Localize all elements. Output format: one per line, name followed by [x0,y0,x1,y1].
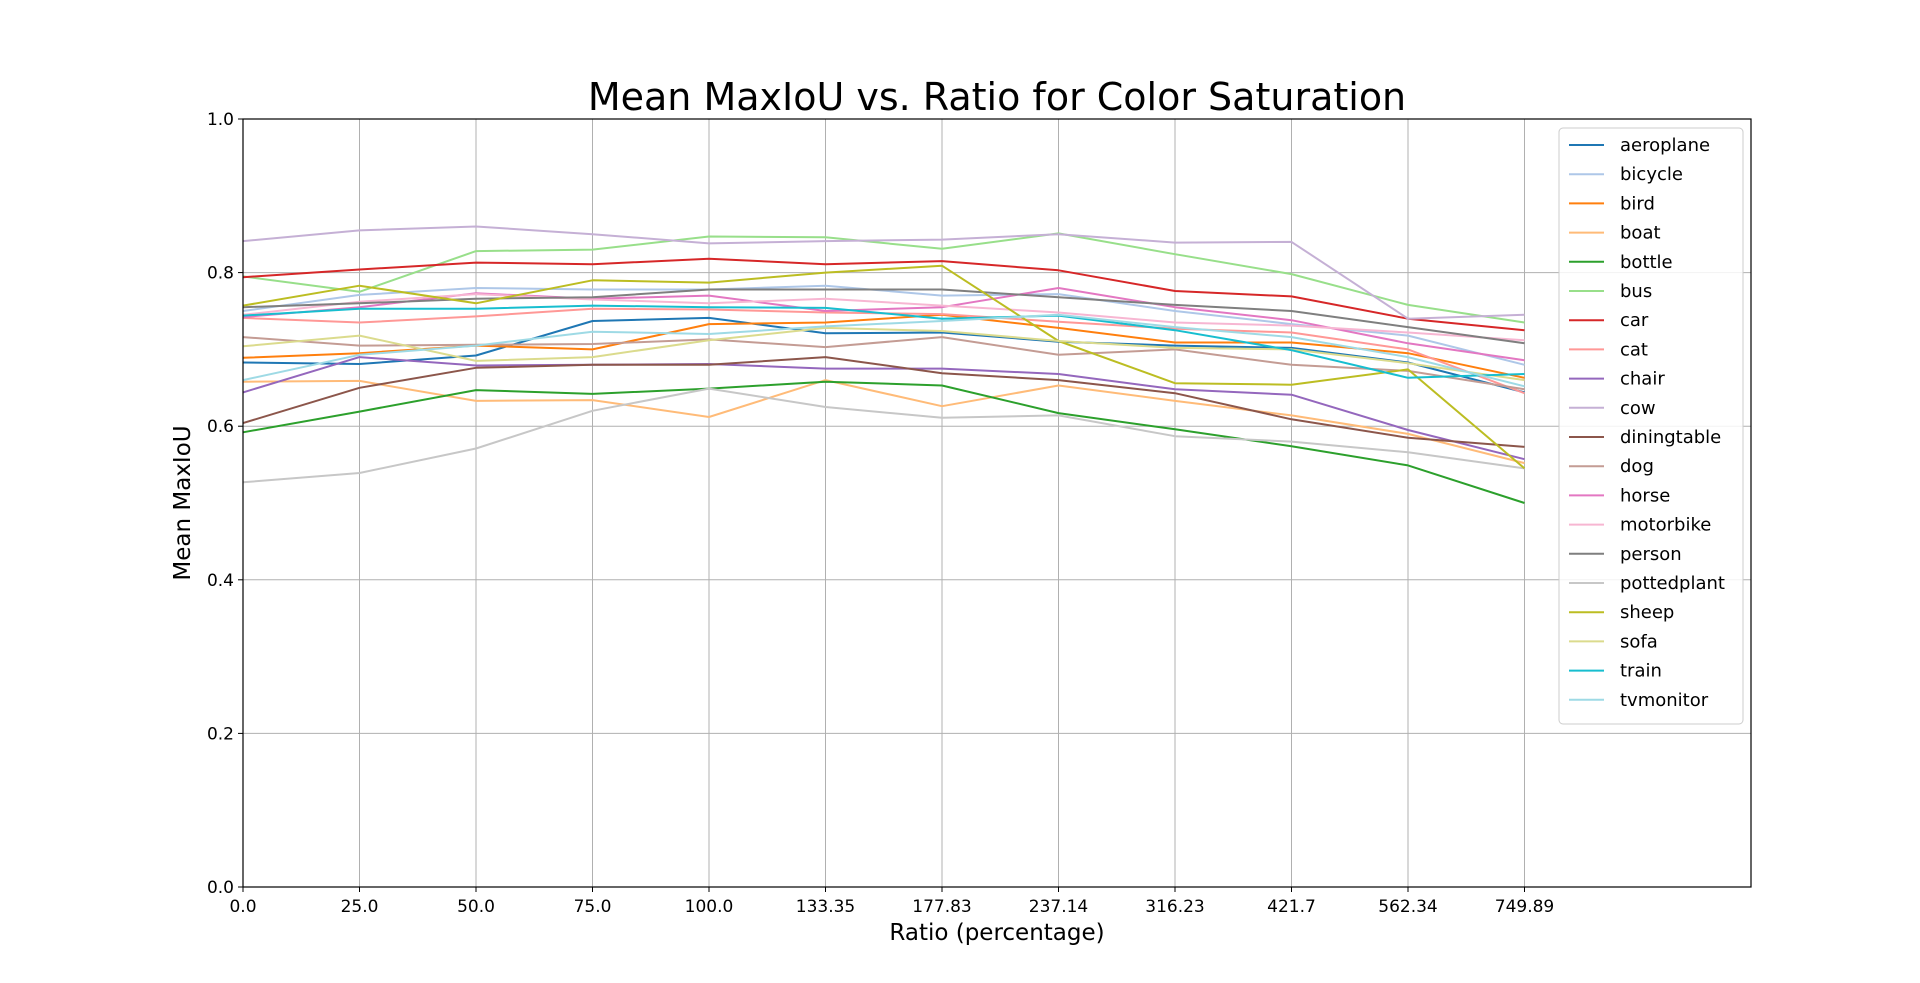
legend-item-bottle: bottle [1569,252,1673,273]
x-tick-label: 50.0 [457,897,495,917]
legend: aeroplane bicycle bird boat bottle bus car cat c… [1558,127,1744,725]
series-line-bottle [242,380,1525,504]
legend-item-tvmonitor: tvmonitor [1569,690,1709,711]
legend-box [1558,127,1744,725]
series-line-tvmonitor [242,313,1525,388]
y-tick-label: 0.4 [207,571,234,591]
legend-item-bird: bird [1569,193,1655,214]
x-tick-label: 421.7 [1267,897,1316,917]
legend-label: person [1620,544,1682,565]
y-axis-ticks: 0.0 0.2 0.4 0.6 0.8 1.0 [207,110,243,898]
series-line-motorbike [242,293,1525,342]
legend-item-cat: cat [1569,339,1648,360]
series-line-train [242,304,1525,379]
legend-label: cow [1620,398,1656,419]
x-axis-title: Ratio (percentage) [889,920,1104,946]
legend-label: aeroplane [1620,135,1710,156]
legend-label: bus [1620,281,1652,302]
x-tick-label: 0.0 [229,897,256,917]
series-line-chair [242,356,1525,461]
legend-item-dog: dog [1569,456,1654,477]
legend-item-bus: bus [1569,281,1652,302]
legend-item-sheep: sheep [1569,602,1674,623]
legend-item-person: person [1569,544,1682,565]
y-tick-label: 0.8 [207,264,234,284]
x-tick-label: 25.0 [341,897,379,917]
legend-label: car [1620,310,1649,331]
y-tick-label: 0.6 [207,417,234,437]
x-tick-label: 75.0 [574,897,612,917]
series-line-sofa [242,326,1525,382]
x-tick-label: 177.83 [912,897,971,917]
legend-item-bicycle: bicycle [1569,164,1683,185]
legend-label: tvmonitor [1620,690,1709,711]
x-tick-label: 100.0 [685,897,734,917]
legend-item-chair: chair [1569,369,1665,390]
plot-frame [242,118,1752,888]
legend-label: diningtable [1620,427,1721,448]
legend-label: cat [1620,339,1648,360]
x-tick-label: 562.34 [1378,897,1437,917]
series-line-dog [242,336,1525,391]
x-tick-label: 133.35 [796,897,855,917]
series-line-boat [242,379,1525,465]
x-axis-ticks: 0.0 25.0 50.0 75.0 100.0 133.35 177.83 237.14 31… [229,887,1554,917]
y-axis-title: Mean MaxIoU [170,425,196,580]
series-line-sheep [242,264,1526,470]
legend-item-cow: cow [1569,398,1656,419]
series-lines [242,225,1526,504]
legend-item-train: train [1569,661,1662,682]
x-tick-label: 316.23 [1145,897,1204,917]
legend-item-diningtable: diningtable [1569,427,1721,448]
legend-item-car: car [1569,310,1649,331]
legend-item-pottedplant: pottedplant [1569,573,1725,594]
legend-item-horse: horse [1569,485,1670,506]
legend-label: pottedplant [1620,573,1725,594]
x-tick-label: 749.89 [1495,897,1554,917]
legend-label: sheep [1620,602,1674,623]
x-tick-label: 237.14 [1029,897,1088,917]
legend-label: dog [1620,456,1654,477]
legend-label: boat [1620,223,1661,244]
legend-item-boat: boat [1569,223,1661,244]
legend-label: motorbike [1620,515,1711,536]
y-tick-label: 1.0 [207,110,234,130]
y-tick-label: 0.2 [207,724,234,744]
chart-title: Mean MaxIoU vs. Ratio for Color Saturati… [588,75,1406,119]
series-line-cow [242,225,1525,320]
legend-label: chair [1620,369,1665,390]
legend-item-sofa: sofa [1569,631,1658,652]
legend-label: train [1620,661,1662,682]
legend-item-aeroplane: aeroplane [1569,135,1710,156]
legend-item-motorbike: motorbike [1569,515,1711,536]
y-tick-label: 0.0 [207,878,234,898]
series-line-bus [242,232,1525,324]
series-line-car [242,257,1525,332]
legend-label: bird [1620,193,1655,214]
series-line-pottedplant [242,387,1525,484]
legend-label: bicycle [1620,164,1683,185]
legend-label: horse [1620,485,1670,506]
legend-label: sofa [1620,631,1658,652]
legend-label: bottle [1620,252,1673,273]
series-line-diningtable [242,356,1525,448]
grid-lines [242,118,1751,888]
